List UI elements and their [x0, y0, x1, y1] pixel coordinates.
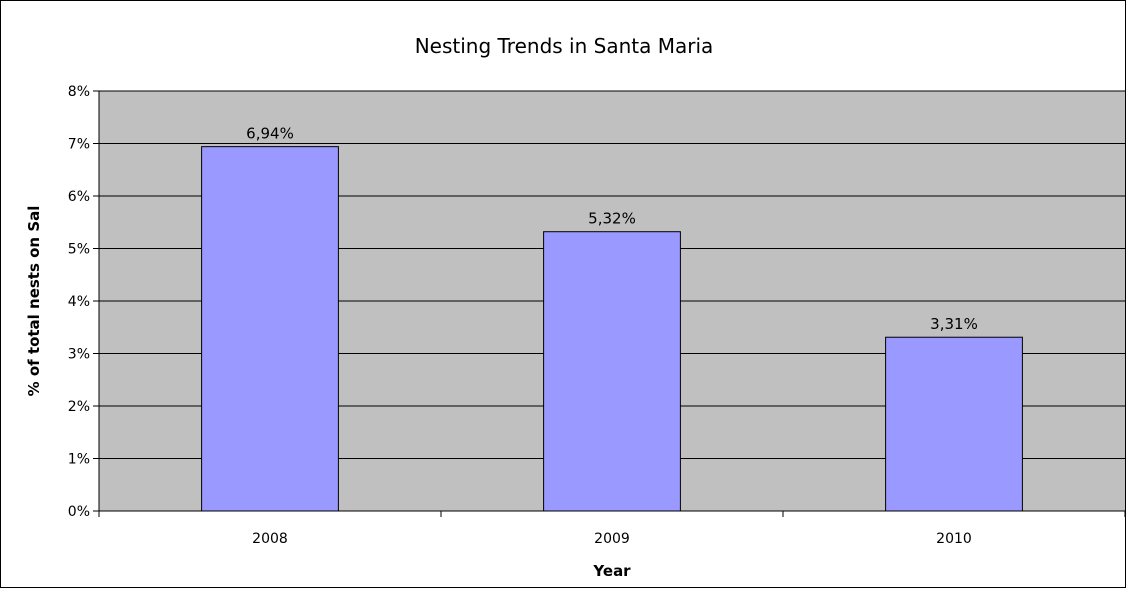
bars-layer [201, 146, 1023, 512]
y-tick-label: 1% [68, 452, 90, 468]
axes-layer [93, 90, 1126, 517]
x-tick-label-2009: 2009 [594, 531, 630, 547]
y-tick-label: 3% [68, 347, 90, 363]
bar-2009 [543, 231, 681, 512]
bar-2008 [201, 146, 339, 512]
data-label-2009: 5,32% [588, 210, 636, 228]
y-axis-title: % of total nests on Sal [25, 206, 43, 397]
bar-2010 [885, 336, 1023, 512]
y-tick-label: 8% [68, 84, 90, 100]
chart-title: Nesting Trends in Santa Maria [415, 34, 714, 58]
x-tick-label-2010: 2010 [936, 531, 972, 547]
y-tick-label: 0% [68, 504, 90, 520]
x-axis-title: Year [592, 562, 631, 580]
y-tick-label: 6% [68, 189, 90, 205]
x-tick-label-2008: 2008 [252, 531, 288, 547]
data-label-2010: 3,31% [930, 315, 978, 333]
y-tick-label: 4% [68, 294, 90, 310]
data-label-2008: 6,94% [246, 125, 294, 143]
y-tick-label: 7% [68, 137, 90, 153]
labels-layer: 0% 1% 2% 3% 4% 5% 6% 7% 8% 6,94% 2008 5,32% 2009 3,31… [68, 84, 978, 547]
y-tick-label: 5% [68, 242, 90, 258]
y-tick-label: 2% [68, 399, 90, 415]
